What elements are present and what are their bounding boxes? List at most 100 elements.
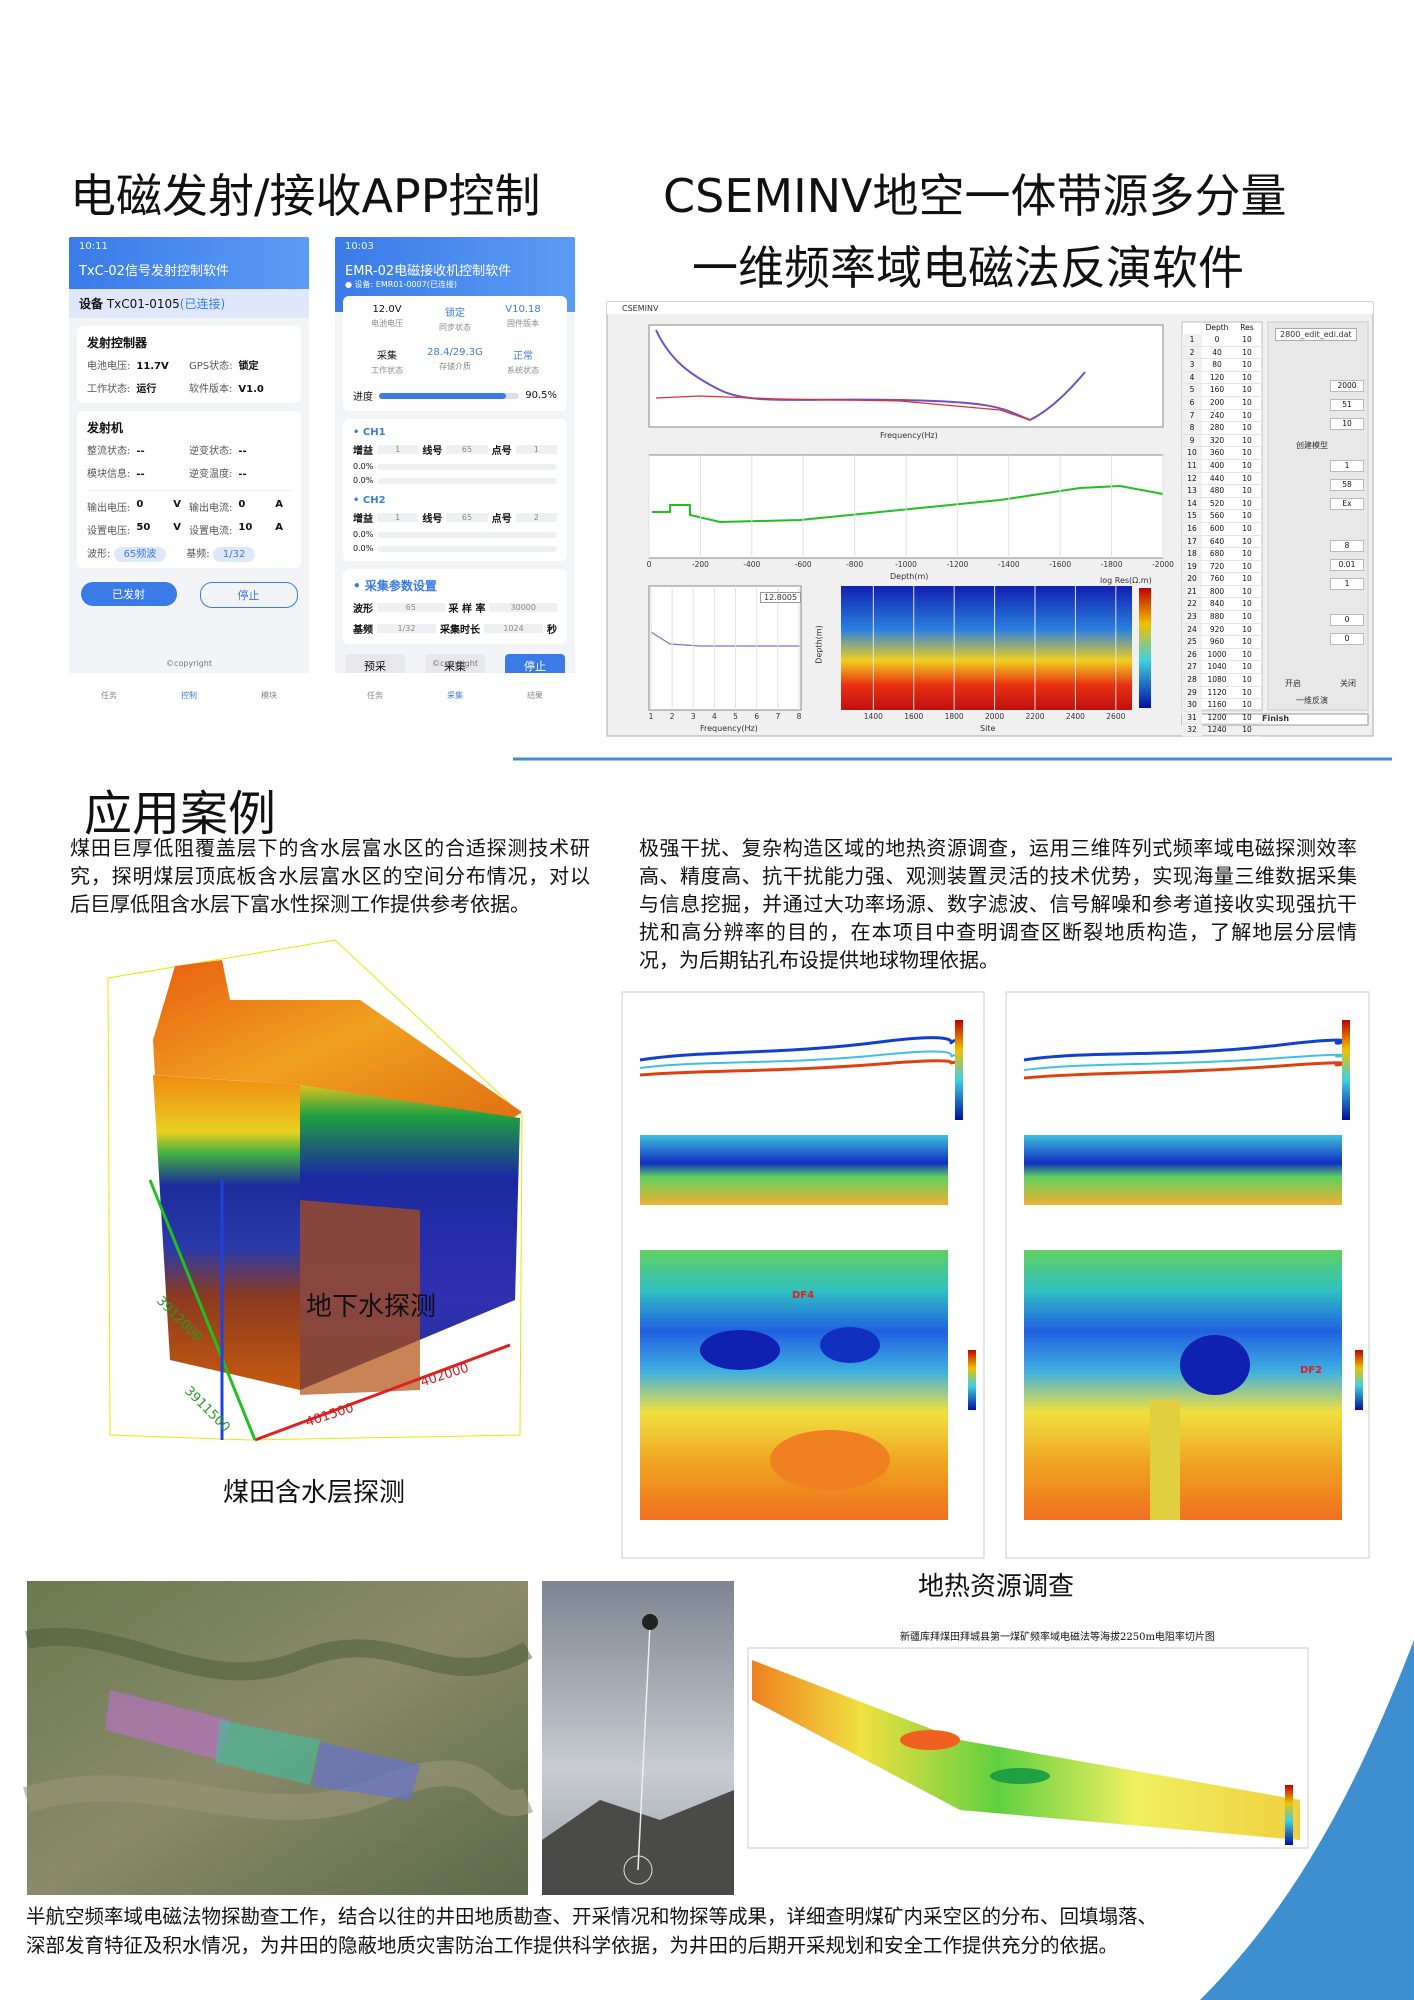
nav-item[interactable]: 采集 [447,691,463,700]
app-name: EMR-02电磁接收机控制软件 [345,264,512,279]
table-row: 15 560 10 [1182,510,1262,523]
label: 同步状态 [439,323,471,332]
table-row: 29 1120 10 [1182,686,1262,700]
value: 12.0V [372,304,402,315]
plot-4 [841,586,1132,710]
window-title: CSEMINV [622,304,659,313]
nav-item[interactable]: 结果 [527,691,543,700]
field: 软件版本: V1.0 [189,380,291,395]
cell: 12 [1182,472,1202,485]
cell: 400 [1209,460,1225,470]
stop-button[interactable]: 停止 [199,582,298,608]
cell: 200 [1209,397,1225,407]
level-track [377,463,557,470]
param-row: 波形 65 采 样 率 30000 [353,600,557,615]
axis-label: Depth(m) [890,572,929,581]
switch[interactable]: 关闭 [1340,679,1356,688]
header-cell: Res [1240,323,1254,332]
corner-shape [1200,1640,1414,2000]
copyright: ©copyright [166,659,212,668]
cell: 3 [1182,359,1202,371]
drone-photo [542,1581,734,1895]
nav-item[interactable]: 任务 [367,691,383,700]
label: 电池电压 [371,319,403,328]
cell: 10 [1242,423,1252,433]
cell: 0 [1214,335,1220,344]
fields: 整流状态: -- 逆变状态: -- 模块信息: -- 逆变温度: -- [87,442,291,480]
cell: 880 [1209,612,1225,622]
fault-label: DF4 [792,1290,815,1301]
cell: 720 [1209,561,1225,571]
table-row: 32 1240 10 [1182,724,1262,737]
nav-item[interactable]: 任务 [101,691,117,700]
level: 0.0% [353,462,374,471]
table-row: 24 920 10 [1182,623,1262,637]
status: 正常 系统状态 [489,347,557,376]
value: 30000 [489,603,557,612]
cell: 10 [1242,511,1252,521]
cell: 4 [1182,371,1202,384]
cell: 10 [1242,725,1252,735]
table-row: 25 960 10 [1182,636,1262,649]
nav-item[interactable]: 控制 [181,691,197,700]
unit: A [275,499,283,510]
curve [650,631,800,647]
cell: 13 [1182,485,1202,497]
cell: 21 [1182,585,1202,598]
channel-title: • CH2 [353,495,557,506]
value: 锁定 [238,361,259,372]
bullet: • [353,495,363,506]
cell: 26 [1182,648,1202,661]
cell: 25 [1182,636,1202,648]
table-row: 6 200 10 [1182,396,1262,410]
axis [148,1179,257,1441]
value: 28.4/29.3G [427,347,483,358]
param-row: 基频 1/32 采集时长 1024 秒 [353,621,557,636]
paragraph: 极强干扰、复杂构造区域的地热资源调查，运用三维阵列式频率域电磁探测效率 高、精度高… [639,834,1357,974]
button[interactable]: 一维反演 [1296,696,1328,705]
text-line: 高、精度高、抗干扰能力强、观测装置灵活的技术优势，实现海量三维数据采集 [639,864,1357,888]
field: 0 [1330,614,1364,626]
send-button[interactable]: 已发射 [80,582,177,606]
table-row: 1 0 10 [1182,334,1262,347]
caption: 煤田含水层探测 [223,1478,406,1508]
geo-panel [1005,991,1370,1559]
cell: 10 [1242,397,1252,407]
depth-table: Depth Res 1 0 10 2 40 10 3 80 10 4 120 10 5 160 10 6 200 10… [1182,323,1262,737]
cell: 19 [1182,560,1202,573]
x-tick-label: -1800 [1101,560,1123,569]
progress-bar [379,392,506,399]
value: 运行 [136,384,157,395]
button[interactable]: 创建模型 [1296,441,1328,450]
nav-item[interactable]: 模块 [261,691,277,700]
level: 0.0% [353,530,374,539]
field: 逆变状态: -- [189,442,291,457]
cell: 480 [1209,486,1225,496]
file-button[interactable]: 2800_edit_edi.dat [1275,328,1357,341]
table-row: 18 680 10 [1182,548,1262,561]
spacer [1182,323,1202,334]
x-tick-label: -2000 [1152,560,1174,569]
switch[interactable]: 开启 [1285,679,1301,688]
model-label: 地下水探测 [306,1292,437,1322]
text: 采集参数设置 [364,579,437,593]
plot-ticks: 0 -200 -400 -600 -800 -1000 -1200 -1400 -1600 -18… [647,455,1174,721]
phone-screen: 10:03 EMR-02电磁接收机控制软件 ● 设备: EMR01-0007(已连接… [335,237,575,704]
cell: 11 [1182,459,1202,472]
level-track [377,531,557,538]
cell: 360 [1209,448,1225,458]
table-row: 2 40 10 [1182,346,1262,360]
device-state: (已连接) [179,297,226,311]
label: GPS状态: [189,361,233,372]
label: 设置电压: [87,526,131,537]
paragraph: 煤田巨厚低阻覆盖层下的含水层富水区的合适探测技术研 究，探明煤层顶底板含水层富水区… [70,834,590,918]
field: 10 [1330,418,1364,430]
cell: 10 [1242,435,1252,445]
field: 输出电压: 0 V [87,499,189,514]
cell: 10 [1242,574,1252,584]
label: 逆变状态: [189,446,233,457]
finish-label[interactable]: Finish [1262,714,1290,723]
model-cut [300,1200,420,1395]
